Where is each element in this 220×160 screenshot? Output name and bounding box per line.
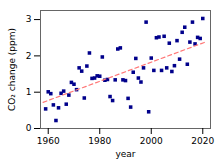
svg-text:year: year [115,149,135,159]
svg-text:1: 1 [26,87,32,97]
svg-text:0: 0 [26,123,32,133]
svg-text:1960: 1960 [37,136,60,146]
svg-text:3: 3 [26,14,32,24]
svg-text:CO₂ change (ppm): CO₂ change (ppm) [7,28,17,111]
svg-text:2: 2 [26,51,32,61]
svg-text:2020: 2020 [191,136,214,146]
svg-text:1980: 1980 [88,136,111,146]
svg-text:2000: 2000 [140,136,163,146]
